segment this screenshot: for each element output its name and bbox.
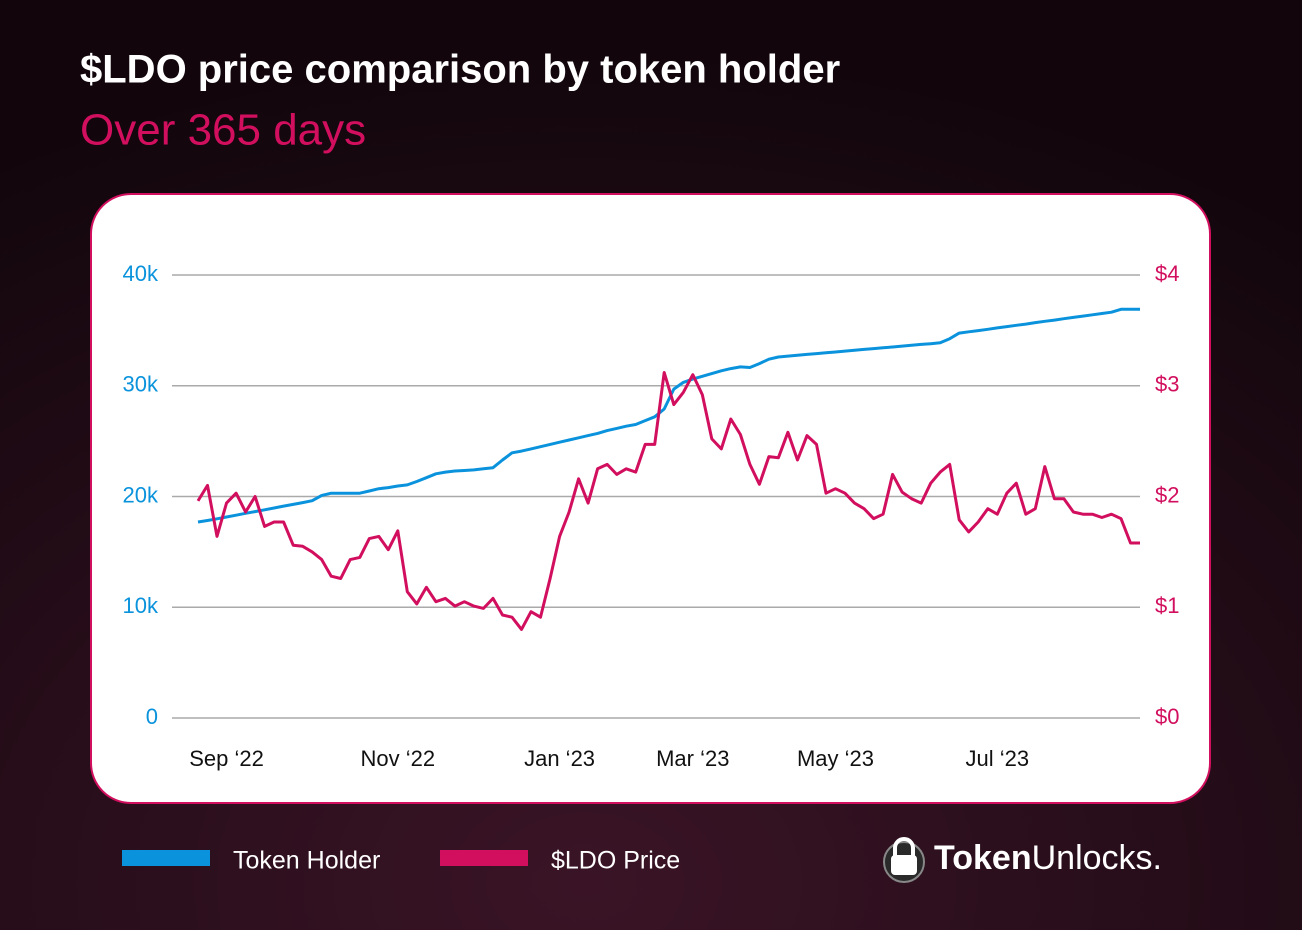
logo-text: TokenUnlocks. <box>934 839 1162 877</box>
y2-tick-label: $1 <box>1155 593 1179 618</box>
y-tick-label: 30k <box>123 372 159 397</box>
legend-swatch <box>122 850 210 866</box>
x-tick-label: May ‘23 <box>797 746 874 771</box>
x-tick-label: Sep ‘22 <box>189 746 264 771</box>
logo-body <box>891 855 917 875</box>
y-tick-label: 20k <box>123 482 159 507</box>
legend-label: Token Holder <box>233 847 380 875</box>
logo-light: Unlocks. <box>1032 839 1162 877</box>
y-tick-label: 40k <box>123 261 159 286</box>
chart-subtitle: Over 365 days <box>80 106 366 155</box>
x-tick-label: Jul ‘23 <box>965 746 1029 771</box>
x-tick-label: Mar ‘23 <box>656 746 729 771</box>
logo: TokenUnlocks. <box>883 837 1162 883</box>
y-tick-label: 10k <box>123 593 159 618</box>
legend-label: $LDO Price <box>551 847 680 875</box>
y2-tick-label: $0 <box>1155 704 1179 729</box>
y-tick-label: 0 <box>146 704 158 729</box>
x-tick-label: Jan ‘23 <box>524 746 595 771</box>
chart-title: $LDO price comparison by token holder <box>80 48 840 92</box>
plot-card <box>90 193 1211 804</box>
line-series <box>197 307 1140 524</box>
logo-bold: Token <box>934 839 1032 877</box>
legend-swatch <box>440 850 528 866</box>
logo-shackle <box>893 837 915 856</box>
y2-tick-label: $4 <box>1155 261 1179 286</box>
x-tick-label: Nov ‘22 <box>361 746 436 771</box>
y2-tick-label: $2 <box>1155 482 1179 507</box>
y2-tick-label: $3 <box>1155 372 1179 397</box>
line-series <box>196 371 1140 631</box>
